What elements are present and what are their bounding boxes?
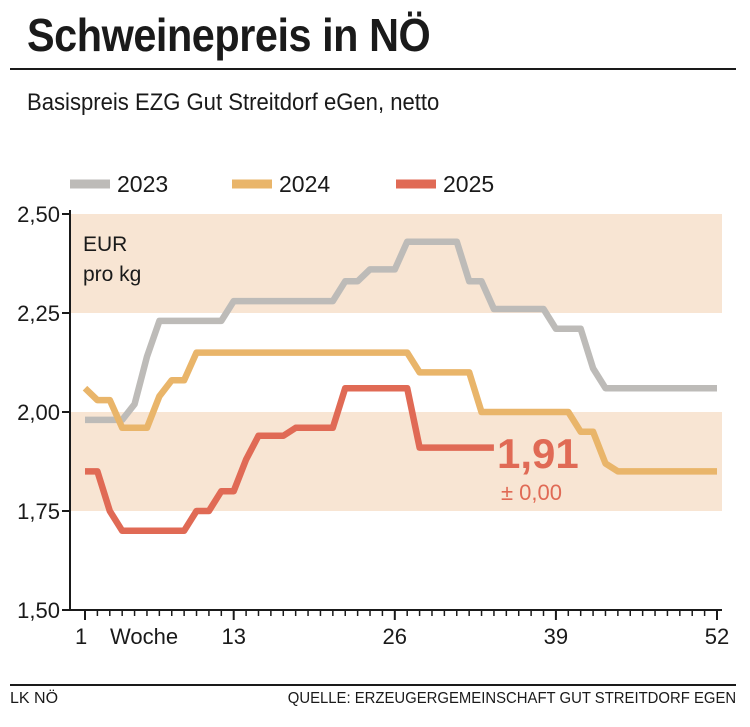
page-title: Schweinepreis in NÖ: [27, 9, 431, 61]
footer-divider: [10, 684, 736, 686]
x-tick-label-1: 13: [221, 624, 245, 649]
unit-label-line2: pro kg: [83, 263, 141, 286]
footer-source: QUELLE: ERZEUGERGEMEINSCHAFT GUT STREITD…: [287, 690, 736, 707]
y-tick-label-0: 1,50: [17, 598, 60, 623]
y-tick-label-1: 1,75: [17, 499, 60, 524]
value-bands: [70, 214, 722, 511]
series-lines: [82, 238, 717, 535]
x-tick-label-2: 26: [383, 624, 407, 649]
footer-publisher: LK NÖ: [10, 690, 59, 707]
chart-subtitle: Basispreis EZG Gut Streitdorf eGen, nett…: [27, 89, 440, 116]
series-line-2023: [85, 238, 717, 424]
legend-label-2024: 2024: [279, 171, 330, 197]
x-tick-label-3: 39: [544, 624, 568, 649]
legend-label-2023: 2023: [117, 171, 168, 197]
price-line-chart: 2023 2024 2025 EUR pro kg 1,50 1,75 2,00 2,25…: [17, 171, 729, 649]
legend: 2023 2024 2025: [70, 171, 494, 197]
y-tick-label-4: 2,50: [17, 202, 60, 227]
unit-label-line1: EUR: [83, 233, 127, 256]
latest-value-label: 1,91: [497, 430, 579, 477]
latest-change-label: ± 0,00: [501, 480, 562, 505]
axes: 1,50 1,75 2,00 2,25 2,50 1 13 26 39 52: [17, 202, 729, 649]
title-divider: [10, 68, 736, 70]
x-tick-label-0: 1: [75, 624, 87, 649]
x-axis-label: Woche: [110, 624, 178, 649]
x-tick-label-4: 52: [705, 624, 729, 649]
y-tick-label-3: 2,25: [17, 301, 60, 326]
series-line-2024: [82, 349, 717, 475]
legend-label-2025: 2025: [443, 171, 494, 197]
y-tick-label-2: 2,00: [17, 400, 60, 425]
value-band-0: [70, 412, 722, 511]
series-line-2025: [85, 384, 494, 535]
